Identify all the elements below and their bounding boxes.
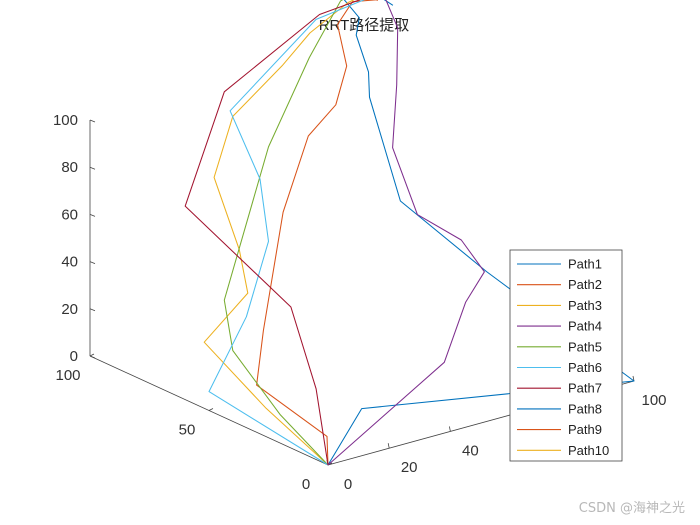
y-tick-label: 0 <box>302 476 310 493</box>
y-tick-label: 50 <box>179 422 196 439</box>
z-tick-mark <box>89 355 96 359</box>
y-tick-label: 100 <box>55 367 80 384</box>
legend-label-path5: Path5 <box>568 339 602 354</box>
series-line-path7 <box>184 0 361 466</box>
z-tick-label: 100 <box>53 112 78 129</box>
z-tick-mark <box>89 166 96 170</box>
legend-label-path1: Path1 <box>568 257 602 272</box>
z-tick-label: 60 <box>61 206 78 223</box>
chart-title: RRT路径提取 <box>319 17 410 34</box>
legend-label-path7: Path7 <box>568 381 602 396</box>
series-line-path4 <box>327 0 485 466</box>
x-tick-label: 20 <box>401 459 418 476</box>
series-line-path5 <box>223 0 344 466</box>
z-tick-mark <box>89 119 96 123</box>
z-tick-label: 20 <box>61 301 78 318</box>
legend-label-path10: Path10 <box>568 443 609 458</box>
series-line-path6 <box>208 0 365 466</box>
legend-label-path8: Path8 <box>568 401 602 416</box>
x-tick-mark <box>387 443 390 449</box>
z-tick-label: 80 <box>61 159 78 176</box>
series-line-path2 <box>256 0 379 466</box>
legend-label-path3: Path3 <box>568 298 602 313</box>
z-tick-label: 40 <box>61 254 78 271</box>
z-tick-mark <box>89 261 96 264</box>
watermark: CSDN @海神之光 <box>579 501 685 516</box>
z-tick-mark <box>89 214 96 217</box>
tick-layer: 0 20 40 60 80 100 0 50 100 0 20 40 100 <box>53 112 667 493</box>
legend-label-path2: Path2 <box>568 277 602 292</box>
x-tick-label: 40 <box>462 442 479 459</box>
z-tick-mark <box>89 308 96 312</box>
y-tick-mark <box>208 408 214 411</box>
x-tick-mark <box>632 375 635 382</box>
z-tick-label: 0 <box>70 348 78 365</box>
x-tick-label: 0 <box>344 476 352 493</box>
legend-label-path9: Path9 <box>568 422 602 437</box>
legend-label-path4: Path4 <box>568 319 602 334</box>
series-line-path3 <box>203 0 355 466</box>
legend: Path1 Path2 Path3 Path4 Path5 Path6 Path7 Path8… <box>509 249 623 462</box>
x-tick-mark <box>449 426 451 432</box>
y-tick-mark <box>89 353 95 357</box>
legend-label-path6: Path6 <box>568 360 602 375</box>
x-tick-label: 100 <box>641 392 666 409</box>
